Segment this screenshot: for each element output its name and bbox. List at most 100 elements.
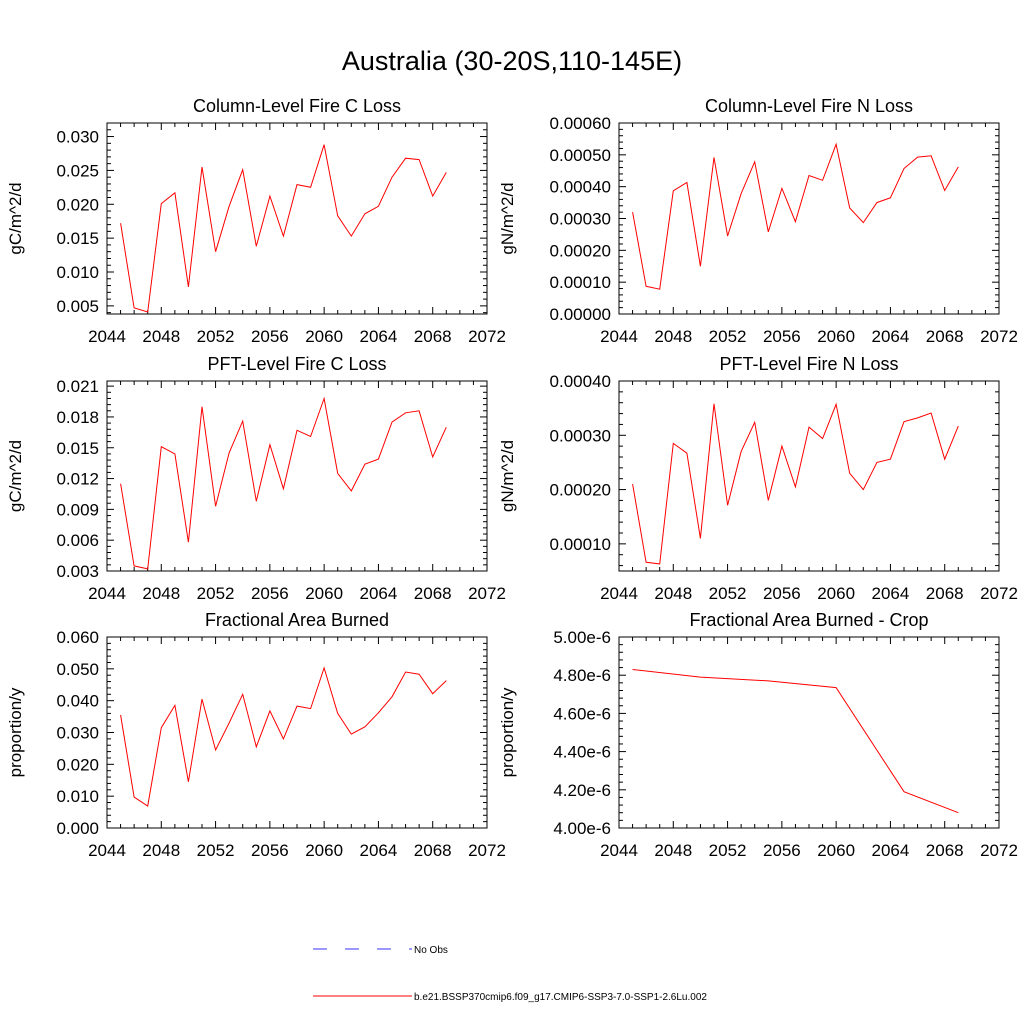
y-tick-label: 0.00040 xyxy=(550,178,611,197)
x-tick-label: 2064 xyxy=(872,327,910,346)
x-tick-label: 2072 xyxy=(468,584,506,603)
series-line xyxy=(120,144,447,313)
y-tick-label: 0.030 xyxy=(56,724,99,743)
x-tick-label: 2056 xyxy=(251,584,289,603)
x-tick-label: 2072 xyxy=(468,327,506,346)
y-tick-label: 0.015 xyxy=(56,229,99,248)
x-tick-label: 2064 xyxy=(360,327,398,346)
plot-frame xyxy=(106,636,488,829)
y-axis-label: gC/m^2/d xyxy=(6,182,25,254)
panel-3: PFT-Level Fire C Loss 2044 2048 2052 2056 206… xyxy=(6,354,506,603)
x-tick-label: 2048 xyxy=(142,841,180,860)
x-tick-label: 2052 xyxy=(197,841,235,860)
x-tick-label: 2044 xyxy=(600,327,638,346)
y-tick-label: 4.40e-6 xyxy=(553,743,611,762)
y-tick-label: 0.009 xyxy=(56,500,99,519)
panel-6: Fractional Area Burned - Crop 2044 2048 205… xyxy=(498,610,1018,860)
x-tick-label: 2064 xyxy=(360,841,398,860)
plot-frame xyxy=(106,380,488,572)
y-tick-label: 0.00010 xyxy=(550,273,611,292)
series-line xyxy=(632,142,959,290)
x-tick-label: 2060 xyxy=(817,584,855,603)
y-tick-label: 0.00050 xyxy=(550,146,611,165)
legend-obs-label: No Obs xyxy=(414,945,448,956)
y-tick-label: 4.20e-6 xyxy=(553,781,611,800)
x-tick-label: 2064 xyxy=(872,841,910,860)
panel-2: Column-Level Fire N Loss 2044 2048 2052 2056… xyxy=(498,96,1018,346)
y-tick-label: 0.006 xyxy=(56,531,99,550)
x-tick-label: 2068 xyxy=(926,584,964,603)
x-tick-label: 2064 xyxy=(360,584,398,603)
y-tick-label: 0.018 xyxy=(56,408,99,427)
x-tick-label: 2072 xyxy=(980,841,1018,860)
panel-5: Fractional Area Burned 2044 2048 2052 2056 20… xyxy=(6,610,506,860)
panel-title: PFT-Level Fire N Loss xyxy=(719,354,898,374)
y-tick-label: 0.060 xyxy=(56,628,99,647)
y-axis-label: proportion/y xyxy=(6,687,25,777)
panel-title: Fractional Area Burned xyxy=(205,610,389,630)
x-tick-label: 2072 xyxy=(468,841,506,860)
panel-title: Column-Level Fire N Loss xyxy=(705,96,913,116)
main-title: Australia (30-20S,110-145E) xyxy=(341,46,683,76)
x-tick-label: 2068 xyxy=(414,841,452,860)
y-tick-label: 4.80e-6 xyxy=(553,666,611,685)
panel-title: PFT-Level Fire C Loss xyxy=(207,354,386,374)
x-tick-label: 2068 xyxy=(926,841,964,860)
y-tick-label: 4.00e-6 xyxy=(553,819,611,838)
y-tick-label: 0.050 xyxy=(56,660,99,679)
x-tick-label: 2056 xyxy=(763,584,801,603)
x-tick-label: 2060 xyxy=(305,841,343,860)
y-tick-label: 0.00010 xyxy=(550,535,611,554)
x-tick-label: 2068 xyxy=(414,327,452,346)
x-tick-label: 2056 xyxy=(251,841,289,860)
x-tick-label: 2060 xyxy=(305,327,343,346)
x-tick-label: 2044 xyxy=(88,841,126,860)
y-axis-label: gN/m^2/d xyxy=(498,182,517,254)
series-line xyxy=(632,402,959,565)
x-tick-label: 2052 xyxy=(197,327,235,346)
x-tick-label: 2048 xyxy=(654,327,692,346)
y-tick-label: 0.010 xyxy=(56,263,99,282)
y-tick-label: 0.00030 xyxy=(550,210,611,229)
y-tick-label: 0.003 xyxy=(56,562,99,581)
x-tick-label: 2068 xyxy=(926,327,964,346)
y-tick-label: 0.025 xyxy=(56,161,99,180)
x-tick-label: 2052 xyxy=(709,327,747,346)
plot-frame xyxy=(618,636,1000,829)
y-axis-label: gC/m^2/d xyxy=(6,440,25,512)
y-tick-label: 0.030 xyxy=(56,128,99,147)
x-tick-label: 2048 xyxy=(654,584,692,603)
x-tick-label: 2072 xyxy=(980,584,1018,603)
panel-title: Column-Level Fire C Loss xyxy=(193,96,401,116)
y-tick-label: 0.012 xyxy=(56,470,99,489)
x-tick-label: 2048 xyxy=(142,327,180,346)
x-tick-label: 2048 xyxy=(654,841,692,860)
series-line xyxy=(120,666,447,807)
plot-frame xyxy=(106,122,488,315)
legend: No Obs b.e21.BSSP370cmip6.f09_g17.CMIP6-… xyxy=(313,945,707,1003)
y-tick-label: 0.021 xyxy=(56,377,99,396)
y-tick-label: 5.00e-6 xyxy=(553,628,611,647)
x-tick-label: 2060 xyxy=(817,841,855,860)
x-tick-label: 2072 xyxy=(980,327,1018,346)
y-tick-label: 0.020 xyxy=(56,195,99,214)
x-tick-label: 2060 xyxy=(305,584,343,603)
legend-series-label: b.e21.BSSP370cmip6.f09_g17.CMIP6-SSP3-7.… xyxy=(414,992,707,1003)
x-tick-label: 2044 xyxy=(600,584,638,603)
y-tick-label: 4.60e-6 xyxy=(553,704,611,723)
y-axis-label: proportion/y xyxy=(498,687,517,777)
x-tick-label: 2056 xyxy=(251,327,289,346)
x-tick-label: 2068 xyxy=(414,584,452,603)
y-tick-label: 0.00060 xyxy=(550,114,611,133)
x-tick-label: 2064 xyxy=(872,584,910,603)
y-tick-label: 0.00030 xyxy=(550,426,611,445)
y-tick-label: 0.010 xyxy=(56,787,99,806)
series-line xyxy=(632,669,959,814)
panel-1: Column-Level Fire C Loss 2044 2048 2052 2056… xyxy=(6,96,506,346)
y-tick-label: 0.005 xyxy=(56,297,99,316)
y-tick-label: 0.00020 xyxy=(550,241,611,260)
x-tick-label: 2048 xyxy=(142,584,180,603)
x-tick-label: 2060 xyxy=(817,327,855,346)
x-tick-label: 2044 xyxy=(88,584,126,603)
